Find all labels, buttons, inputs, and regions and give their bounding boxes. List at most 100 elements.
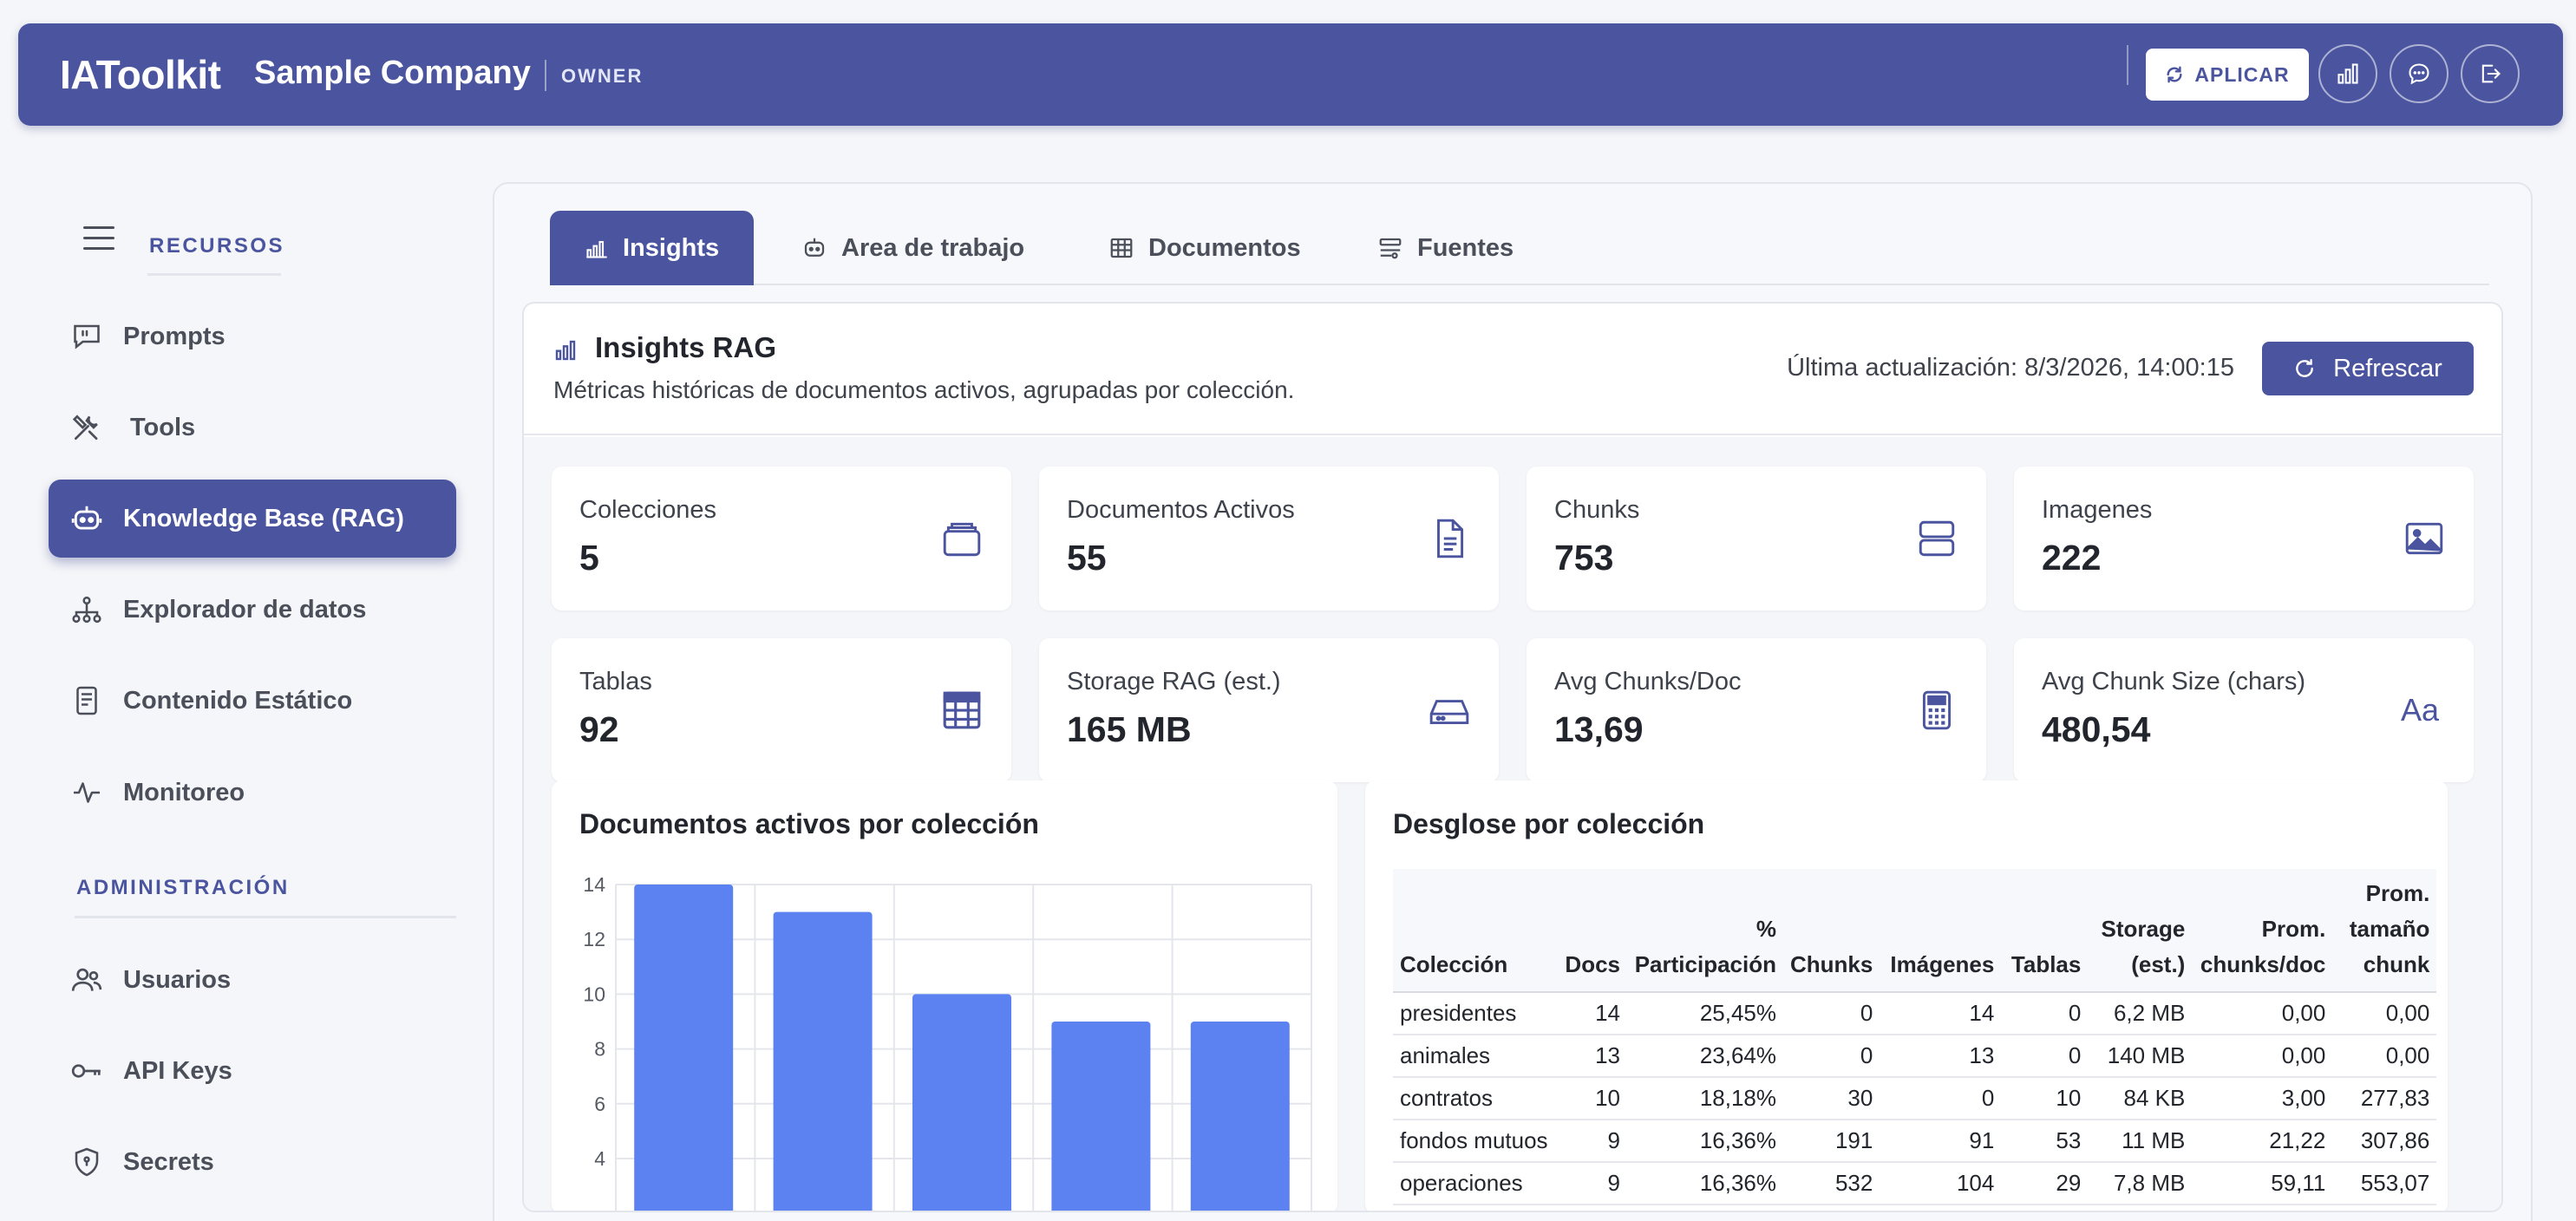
chunks-icon [1913, 515, 1960, 562]
bar-chart-icon [585, 236, 609, 260]
y-tick-label: 12 [583, 928, 605, 950]
table-cell: 0,00 [2332, 992, 2437, 1035]
table-cell: 84 KB [2088, 1077, 2193, 1120]
table-cell: 30 [1783, 1077, 1880, 1120]
apply-button[interactable]: APLICAR [2146, 49, 2309, 101]
kpi-value: 92 [579, 709, 619, 749]
column-header[interactable]: Prom. chunks/doc [2192, 869, 2333, 993]
kpi-card-images: Imagenes 222 [2014, 467, 2474, 610]
table-title: Desglose por colección [1393, 808, 1705, 839]
reports-button[interactable] [2318, 44, 2377, 103]
table-cell: 277,83 [2332, 1077, 2437, 1120]
brand-logo[interactable]: IAToolkit [60, 52, 221, 97]
bar-animales [773, 911, 873, 1211]
kpi-card-avg-chunk-size: Avg Chunk Size (chars) 480,54 Aa [2014, 638, 2474, 782]
bar-chart-icon [553, 335, 581, 362]
chat-button[interactable] [2390, 44, 2449, 103]
sidebar-item-monitoring[interactable]: Monitoreo [49, 754, 456, 832]
users-icon [69, 963, 104, 997]
table-cell: 16,36% [1627, 1120, 1783, 1163]
table-cell: 11 MB [2088, 1120, 2193, 1163]
table-cell: 13 [1880, 1035, 2002, 1078]
insights-title: Insights RAG [595, 331, 777, 363]
sidebar-item-knowledge-base[interactable]: Knowledge Base (RAG) [49, 480, 456, 558]
table-cell: 6,2 MB [2088, 992, 2193, 1035]
bar-chart: 14 12 10 8 6 4 [583, 873, 1312, 1211]
column-header[interactable]: Prom. tamaño chunk [2332, 869, 2437, 993]
table-body: presidentes 14 25,45% 0 14 0 6,2 MB 0,00 0,00 ani… [1393, 992, 2437, 1205]
table-cell: 59,11 [2192, 1162, 2333, 1205]
sidebar-item-label: Contenido Estático [123, 686, 353, 715]
top-bar: IAToolkit Sample Company OWNER APLICAR [18, 23, 2563, 126]
sidebar-item-api-keys[interactable]: API Keys [49, 1032, 456, 1110]
section-title-resources: RECURSOS [149, 234, 285, 258]
table-cell: presidentes [1393, 992, 1558, 1035]
sidebar-item-static-content[interactable]: Contenido Estático [49, 662, 456, 740]
table-cell: 104 [1880, 1162, 2002, 1205]
table-row: animales 13 23,64% 0 13 0 140 MB 0,00 0,00 [1393, 1035, 2437, 1078]
table-cell: 0,00 [2192, 992, 2333, 1035]
company-name: Sample Company [254, 55, 531, 91]
sidebar-item-label: Knowledge Base (RAG) [123, 504, 404, 532]
logout-button[interactable] [2461, 44, 2520, 103]
kpi-label: Avg Chunk Size (chars) [2042, 668, 2306, 695]
column-header[interactable]: Colección [1393, 869, 1558, 993]
sidebar-item-label: Explorador de datos [123, 595, 367, 624]
role-badge: OWNER [561, 65, 644, 87]
sidebar-item-prompts[interactable]: Prompts [49, 297, 456, 375]
tab-documents[interactable]: Documentos [1074, 211, 1336, 285]
grid-icon [938, 687, 985, 734]
table-cell: 18,18% [1627, 1077, 1783, 1120]
column-header[interactable]: Chunks [1783, 869, 1880, 993]
key-icon [69, 1054, 104, 1088]
table-cell: 553,07 [2332, 1162, 2437, 1205]
sidebar-item-secrets[interactable]: Secrets [49, 1123, 456, 1201]
column-header[interactable]: Imágenes [1880, 869, 2002, 993]
y-tick-label: 10 [583, 983, 605, 1005]
table-icon [1108, 235, 1134, 261]
sidebar-item-tools[interactable]: Tools [49, 388, 456, 467]
font-size-icon: Aa [2400, 692, 2440, 728]
column-header[interactable]: Docs [1558, 869, 1627, 993]
sidebar-item-data-explorer[interactable]: Explorador de datos [49, 571, 456, 649]
kpi-card-chunks: Chunks 753 [1527, 467, 1986, 610]
tab-insights[interactable]: Insights [550, 211, 755, 285]
sidebar-item-users[interactable]: Usuarios [49, 941, 456, 1019]
table-cell: 16,36% [1627, 1162, 1783, 1205]
kpi-value: 13,69 [1554, 709, 1644, 749]
column-header[interactable]: Storage (est.) [2088, 869, 2193, 993]
kpi-label: Colecciones [579, 496, 716, 524]
tab-label: Area de trabajo [841, 233, 1025, 262]
kpi-label: Storage RAG (est.) [1067, 668, 1281, 695]
kpi-value: 222 [2042, 538, 2102, 578]
apply-label: APLICAR [2194, 62, 2290, 86]
refresh-button[interactable]: Refrescar [2262, 342, 2474, 395]
table-cell: 307,86 [2332, 1120, 2437, 1163]
pulse-icon [69, 775, 104, 810]
calculator-icon [1913, 687, 1960, 734]
y-tick-label: 4 [594, 1147, 605, 1170]
kpi-label: Chunks [1554, 496, 1640, 524]
robot-icon [69, 501, 104, 536]
column-header[interactable]: % Participación [1627, 869, 1783, 993]
table-cell: 10 [2001, 1077, 2089, 1120]
table-cell: 140 MB [2088, 1035, 2193, 1078]
tab-sources[interactable]: Fuentes [1343, 211, 1548, 285]
sliders-icon [1377, 235, 1403, 261]
kpi-card-storage: Storage RAG (est.) 165 MB [1039, 638, 1499, 782]
y-tick-label: 14 [583, 873, 605, 896]
bar-contratos [912, 994, 1011, 1211]
table-cell: 0 [1880, 1077, 2002, 1120]
folder-icon [938, 515, 985, 562]
kpi-card-avg-chunks: Avg Chunks/Doc 13,69 [1527, 638, 1986, 782]
column-header[interactable]: Tablas [2001, 869, 2089, 993]
table-cell: 0 [1783, 1035, 1880, 1078]
table-cell: 21,22 [2192, 1120, 2333, 1163]
kpi-label: Tablas [579, 668, 652, 695]
chart-panel: Documentos activos por colección 14 12 10 8… [552, 780, 1337, 1211]
image-icon [2401, 515, 2448, 562]
tab-workspace[interactable]: Area de trabajo [767, 211, 1059, 285]
menu-toggle-icon[interactable] [83, 224, 114, 253]
kpi-label: Avg Chunks/Doc [1554, 668, 1742, 695]
table-cell: 3,00 [2192, 1077, 2333, 1120]
